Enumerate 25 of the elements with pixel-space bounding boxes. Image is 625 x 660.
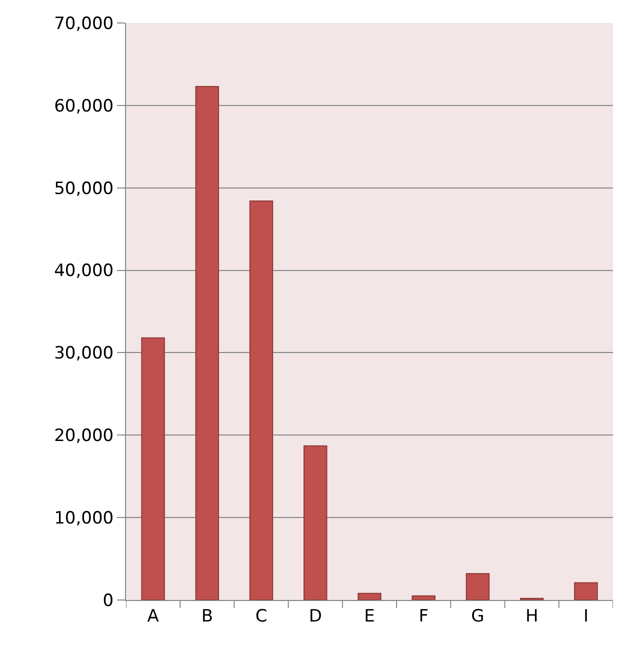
x-tick-label: I [583, 606, 588, 626]
x-tick-label: D [308, 606, 322, 626]
x-tick-label: H [525, 606, 538, 626]
y-tick-label: 40,000 [54, 261, 114, 282]
bar [304, 445, 328, 600]
x-tick-label: B [201, 606, 214, 626]
x-tick-label: G [471, 606, 484, 626]
y-tick-label: 60,000 [54, 96, 114, 116]
y-tick-label: 70,000 [54, 14, 114, 34]
bar [249, 200, 274, 600]
bar [466, 573, 490, 600]
x-tick-label: C [255, 606, 268, 626]
bar [358, 592, 382, 600]
bar [412, 595, 436, 600]
bar [195, 86, 220, 600]
y-tick-label: 0 [102, 590, 114, 611]
x-tick-label: E [364, 606, 375, 626]
bar [141, 337, 165, 600]
x-tick-label: F [418, 606, 428, 626]
y-tick-label: 20,000 [54, 426, 114, 446]
y-tick-label: 30,000 [54, 344, 114, 364]
bar [574, 582, 598, 600]
y-tick-label: 50,000 [54, 178, 114, 199]
x-tick-label: A [147, 606, 160, 626]
y-tick-label: 10,000 [54, 508, 114, 529]
